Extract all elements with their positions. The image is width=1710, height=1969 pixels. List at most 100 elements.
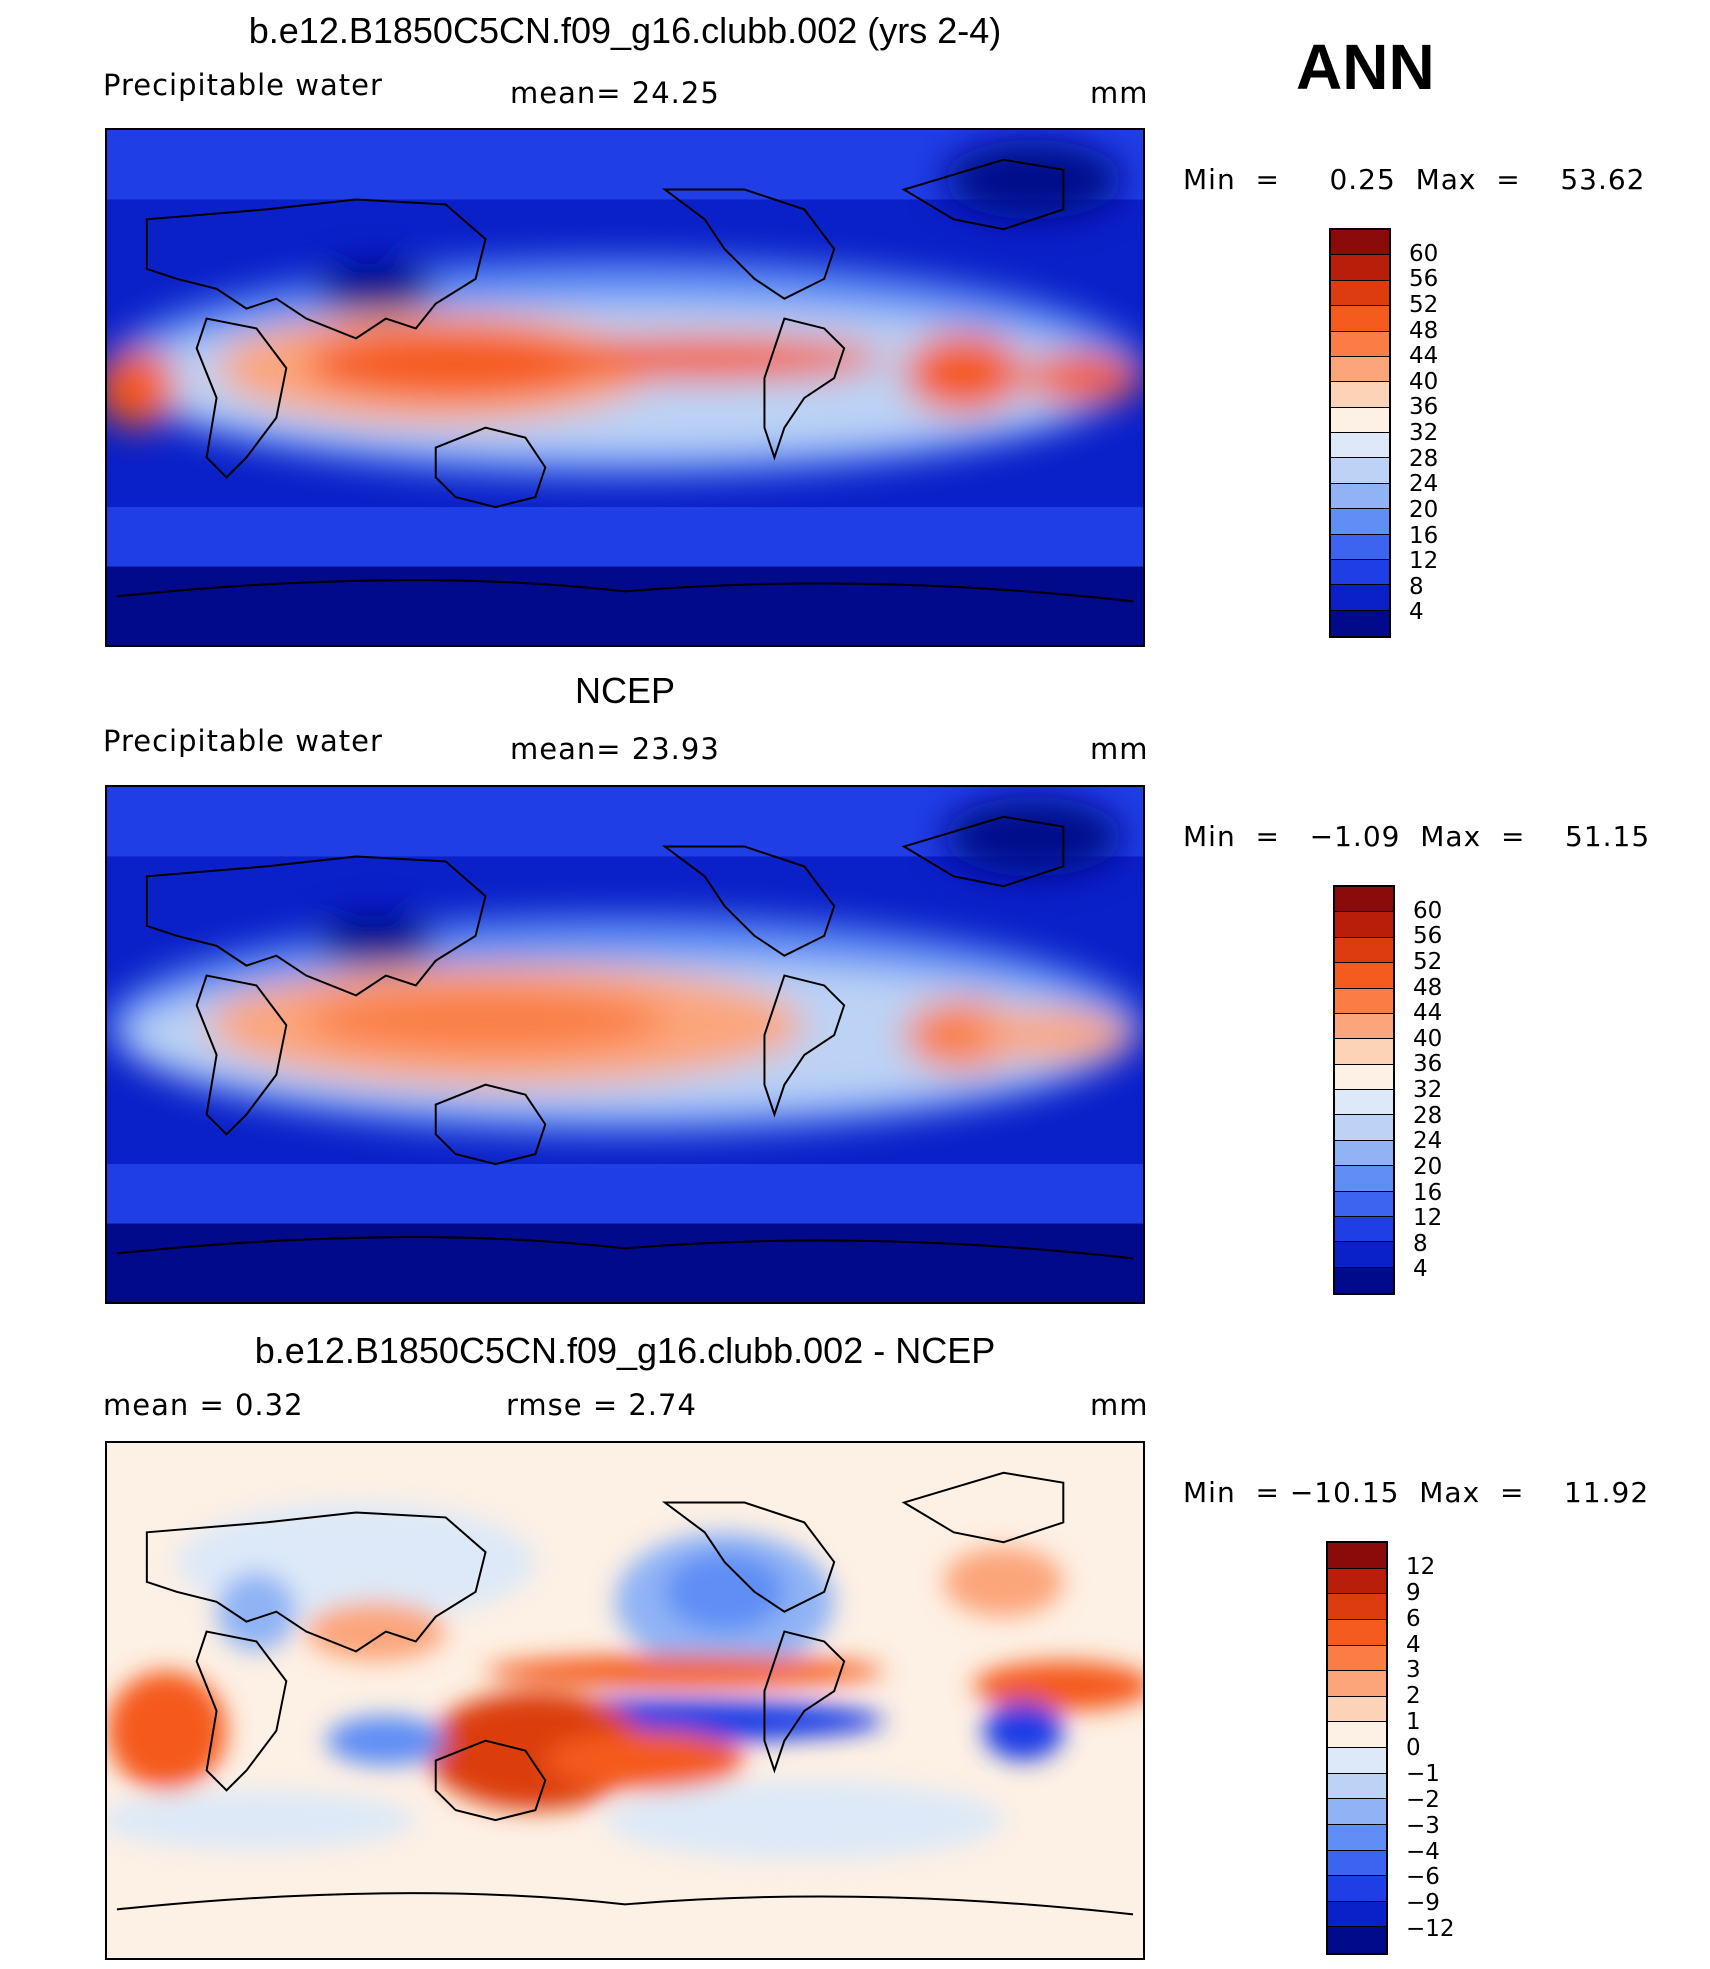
colorbar-tick-label: 40 (1409, 368, 1439, 395)
colorbar-tick-label: 3 (1406, 1657, 1421, 1684)
colorbar-swatch (1328, 1901, 1386, 1928)
colorbar-swatch (1328, 1696, 1386, 1723)
colorbar-tick-label: −9 (1406, 1890, 1440, 1917)
colorbar-tick-label: 56 (1413, 923, 1443, 950)
colorbar-3 (1326, 1541, 1388, 1955)
colorbar-tick-label: 4 (1409, 599, 1424, 626)
colorbar-swatch (1335, 1039, 1393, 1065)
colorbar-swatch (1331, 433, 1389, 459)
colorbar-swatch (1335, 912, 1393, 938)
colorbar-swatch (1328, 1568, 1386, 1595)
panel3-rmse: rmse = 2.74 (506, 1388, 697, 1422)
panel3-map (105, 1441, 1145, 1960)
panel1-mean: mean= 24.25 (510, 76, 720, 110)
colorbar-tick-label: 40 (1413, 1025, 1443, 1052)
panel3-title: b.e12.B1850C5CN.f09_g16.clubb.002 - NCEP (254, 1330, 996, 1371)
panel2-title: NCEP (574, 670, 676, 711)
panel2-variable: Precipitable water (103, 724, 383, 758)
colorbar-swatch (1331, 382, 1389, 408)
colorbar-swatch (1335, 1267, 1393, 1293)
colorbar-swatch (1335, 1242, 1393, 1268)
season-label: ANN (1296, 31, 1435, 103)
colorbar-swatch (1328, 1850, 1386, 1877)
colorbar-tick-label: −1 (1406, 1760, 1440, 1787)
colorbar-swatch (1328, 1594, 1386, 1620)
colorbar-tick-label: 8 (1413, 1230, 1428, 1257)
colorbar-swatch (1328, 1799, 1386, 1825)
colorbar-swatch (1328, 1722, 1386, 1748)
colorbar-swatch (1331, 280, 1389, 307)
panel1-variable: Precipitable water (103, 68, 383, 102)
colorbar-swatch (1331, 356, 1389, 383)
colorbar-1 (1329, 228, 1391, 638)
colorbar-tick-label: 48 (1413, 974, 1443, 1001)
colorbar-tick-label: 44 (1409, 343, 1439, 370)
colorbar-swatch (1328, 1927, 1386, 1953)
colorbar-tick-label: 28 (1413, 1102, 1443, 1129)
colorbar-tick-label: 6 (1406, 1605, 1421, 1632)
colorbar-swatch (1331, 407, 1389, 433)
colorbar-swatch (1331, 610, 1389, 636)
colorbar-tick-label: 56 (1409, 266, 1439, 293)
panel2-map-svg (107, 787, 1143, 1302)
colorbar-swatch (1335, 1064, 1393, 1090)
colorbar-swatch (1331, 585, 1389, 611)
colorbar-swatch (1335, 1191, 1393, 1217)
panel3-minmax: Min = −10.15 Max = 11.92 (1183, 1476, 1650, 1509)
colorbar-tick-label: 1 (1406, 1709, 1421, 1736)
colorbar-tick-label: 32 (1409, 420, 1439, 446)
colorbar-swatch (1335, 1140, 1393, 1167)
colorbar-swatch (1335, 1216, 1393, 1243)
colorbar-tick-label: 2 (1406, 1683, 1421, 1710)
colorbar-tick-label: 52 (1409, 291, 1439, 318)
colorbar-swatch (1331, 306, 1389, 332)
panel1-minmax: Min = 0.25 Max = 53.62 (1183, 163, 1646, 196)
colorbar-swatch (1328, 1645, 1386, 1672)
colorbar-tick-label: −3 (1406, 1812, 1440, 1839)
colorbar-tick-label: 48 (1409, 317, 1439, 344)
colorbar-swatch (1331, 255, 1389, 281)
colorbar-swatch (1331, 230, 1389, 256)
panel3-map-svg (107, 1443, 1143, 1958)
colorbar-tick-label: −4 (1406, 1838, 1440, 1865)
colorbar-swatch (1328, 1824, 1386, 1851)
colorbar-swatch (1328, 1619, 1386, 1646)
panel3-units: mm (1090, 1388, 1149, 1422)
colorbar-2 (1333, 885, 1395, 1295)
colorbar-swatch (1331, 458, 1389, 484)
colorbar-swatch (1328, 1876, 1386, 1902)
colorbar-tick-label: 60 (1409, 240, 1439, 267)
panel3-mean: mean = 0.32 (103, 1388, 304, 1422)
colorbar-tick-label: 28 (1409, 445, 1439, 472)
colorbar-swatch (1328, 1671, 1386, 1697)
colorbar-tick-label: −6 (1406, 1864, 1440, 1891)
colorbar-tick-label: −2 (1406, 1786, 1440, 1813)
colorbar-tick-label: 20 (1409, 496, 1439, 523)
panel2-units: mm (1090, 732, 1149, 766)
colorbar-tick-label: 24 (1413, 1128, 1443, 1155)
colorbar-swatch (1328, 1773, 1386, 1800)
colorbar-tick-label: 16 (1413, 1179, 1443, 1206)
colorbar-tick-label: 12 (1413, 1205, 1443, 1232)
panel1-title: b.e12.B1850C5CN.f09_g16.clubb.002 (yrs 2… (248, 10, 1002, 51)
colorbar-tick-label: 4 (1413, 1256, 1428, 1283)
colorbar-tick-label: 8 (1409, 573, 1424, 600)
colorbar-swatch (1328, 1543, 1386, 1569)
colorbar-tick-label: 36 (1413, 1051, 1443, 1078)
colorbar-tick-label: 16 (1409, 522, 1439, 549)
colorbar-tick-label: 52 (1413, 948, 1443, 975)
colorbar-tick-label: 24 (1409, 471, 1439, 498)
colorbar-swatch (1335, 887, 1393, 913)
colorbar-swatch (1331, 331, 1389, 357)
panel2-minmax: Min = −1.09 Max = 51.15 (1183, 820, 1651, 853)
panel1-map-svg (107, 130, 1143, 645)
panel1-map (105, 128, 1145, 647)
colorbar-tick-label: 32 (1413, 1077, 1443, 1103)
colorbar-swatch (1335, 1166, 1393, 1192)
colorbar-tick-label: 12 (1406, 1553, 1436, 1580)
colorbar-tick-label: −12 (1406, 1916, 1455, 1943)
colorbar-swatch (1331, 483, 1389, 510)
colorbar-swatch (1335, 1013, 1393, 1040)
panel2-mean: mean= 23.93 (510, 732, 720, 766)
colorbar-swatch (1335, 937, 1393, 964)
